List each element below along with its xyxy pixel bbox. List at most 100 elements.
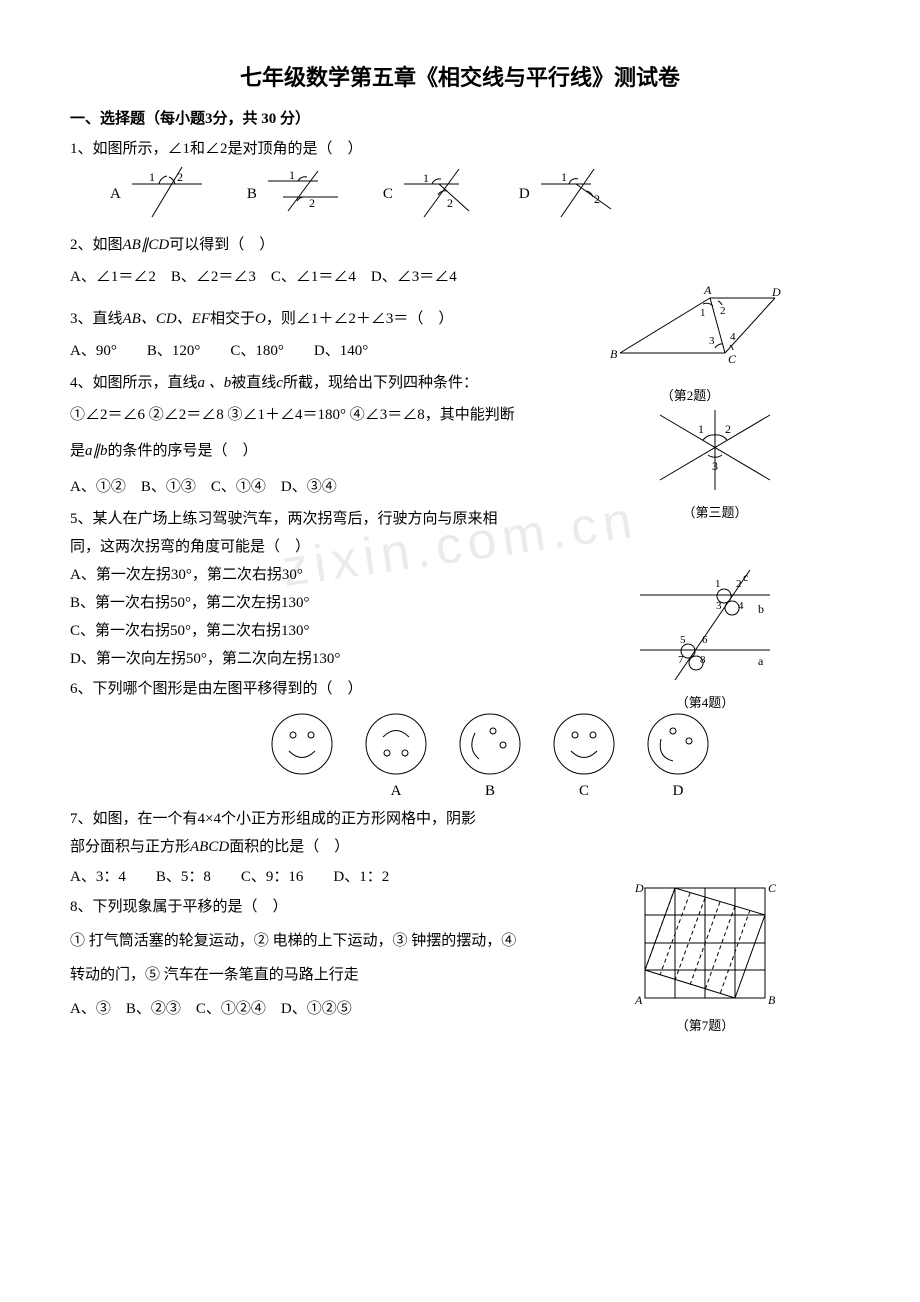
q3-prefix: 3、直线 (70, 311, 123, 327)
q2-opts: A、∠1＝∠2 B、∠2＝∠3 C、∠1＝∠4 D、∠3＝∠4 (70, 265, 600, 289)
q3-mid: 相交于 (210, 311, 255, 327)
q6-figures: A B C D (130, 709, 850, 803)
q3-opt-d: D、140° (314, 343, 368, 359)
q4-line2b: 是a∥b的条件的序号是（ ） (70, 439, 850, 463)
q1-opt-d: D 1 2 (519, 169, 616, 219)
q1-fig-d: 1 2 (536, 169, 616, 219)
q1-d-label: D (519, 182, 530, 206)
svg-text:2: 2 (309, 196, 315, 210)
svg-text:2: 2 (447, 196, 453, 210)
svg-text:1: 1 (149, 170, 155, 184)
question-2: 2、如图AB∥CD可以得到（ ） (70, 233, 850, 257)
q3-opt-b: B、120° (147, 343, 201, 359)
q3-suffix: ，则∠1＋∠2＋∠3＝（ ） (266, 311, 454, 327)
q7-l2-suffix: 面积的比是（ ） (229, 839, 349, 855)
q8-opt-c: C、①②④ (196, 1001, 266, 1017)
q6-fig-d (643, 709, 713, 779)
svg-text:2: 2 (725, 422, 731, 436)
q2-opt-b: B、∠2＝∠3 (171, 269, 256, 285)
svg-text:D: D (771, 285, 781, 299)
q1-a-label: A (110, 182, 121, 206)
q4-opts: A、①② B、①③ C、①④ D、③④ (70, 475, 850, 499)
q3-figure: 1 2 3 （第三题） (650, 405, 780, 524)
q3-opt-c: C、180° (230, 343, 284, 359)
q1-fig-c: 1 2 (399, 169, 479, 219)
q4-suffix: 所截，现给出下列四种条件： (283, 375, 478, 391)
q6-fig-c (549, 709, 619, 779)
q2-abcd: AB∥CD (123, 237, 170, 253)
q4-line2a: ①∠2＝∠6 ②∠2＝∠8 ③∠1＋∠4＝180° ④∠3＝∠8，其中能判断 (70, 403, 630, 427)
q8-opts: A、③ B、②③ C、①②④ D、①②⑤ (70, 997, 850, 1021)
svg-text:A: A (703, 283, 712, 297)
q1-options: A 1 2 B 1 2 C (110, 169, 850, 219)
q7-opt-b: B、5：8 (156, 869, 211, 885)
q6-b-label: B (485, 779, 495, 803)
q6-c-label: C (579, 779, 589, 803)
q1-b-label: B (247, 182, 257, 206)
q2-opt-d: D、∠3＝∠4 (371, 269, 457, 285)
q8-l3: 转动的门，⑤ 汽车在一条笔直的马路上行走 (70, 963, 850, 987)
q6-fig-b (455, 709, 525, 779)
svg-text:1: 1 (698, 422, 704, 436)
q1-opt-c: C 1 2 (383, 169, 479, 219)
question-6: 6、下列哪个图形是由左图平移得到的（ ） (70, 677, 850, 701)
q5-opt-a: A、第一次左拐30°，第二次右拐30° (70, 563, 850, 587)
q1-opt-b: B 1 2 (247, 169, 343, 219)
q3-lines: AB、CD、EF (123, 311, 211, 327)
question-7-l2: 部分面积与正方形ABCD面积的比是（ ） (70, 835, 850, 859)
q1-text: 1、如图所示，∠1和∠2是对顶角的是（ ） (70, 141, 363, 157)
question-7-l1: 7、如图，在一个有4×4个小正方形组成的正方形网格中，阴影 (70, 807, 590, 831)
q6-a-label: A (391, 779, 402, 803)
q4-prefix: 4、如图所示，直线 (70, 375, 198, 391)
q1-opt-a: A 1 2 (110, 169, 207, 219)
q3-opt-a: A、90° (70, 343, 117, 359)
q6-d-label: D (673, 779, 684, 803)
question-8: 8、下列现象属于平移的是（ ） (70, 895, 850, 919)
q4-l2b-prefix: 是 (70, 443, 85, 459)
q5-opt-d: D、第一次向左拐50°，第二次向左拐130° (70, 647, 850, 671)
q3-caption: （第三题） (650, 503, 780, 524)
q4-ab: a 、b (198, 375, 232, 391)
q4-mid: 被直线 (231, 375, 276, 391)
q1-fig-b: 1 2 (263, 169, 343, 219)
q7-opt-a: A、3：4 (70, 869, 126, 885)
page-title: 七年级数学第五章《相交线与平行线》测试卷 (70, 60, 850, 95)
q2-opt-c: C、∠1＝∠4 (271, 269, 356, 285)
svg-text:1: 1 (289, 168, 295, 182)
q8-opt-b: B、②③ (126, 1001, 181, 1017)
q7-opts: A、3：4 B、5：8 C、9：16 D、1：2 (70, 865, 850, 889)
question-1: 1、如图所示，∠1和∠2是对顶角的是（ ） (70, 137, 850, 161)
q4-opt-a: A、①② (70, 479, 126, 495)
q3-opts: A、90° B、120° C、180° D、140° (70, 339, 850, 363)
svg-text:2: 2 (594, 192, 600, 206)
q5-opt-c: C、第一次右拐50°，第二次右拐130° (70, 619, 850, 643)
q6-fig-orig (267, 709, 337, 779)
svg-text:2: 2 (177, 170, 183, 184)
svg-text:1: 1 (561, 170, 567, 184)
q4-l2b-suffix: 的条件的序号是（ ） (108, 443, 258, 459)
q7-abcd: ABCD (190, 839, 229, 855)
question-5-l2: 同，这两次拐弯的角度可能是（ ） (70, 535, 850, 559)
question-4: 4、如图所示，直线a 、b被直线c所截，现给出下列四种条件： (70, 371, 630, 395)
q4-opt-b: B、①③ (141, 479, 196, 495)
q1-fig-a: 1 2 (127, 169, 207, 219)
question-3: 3、直线AB、CD、EF相交于O，则∠1＋∠2＋∠3＝（ ） (70, 307, 850, 331)
section-head-1: 一、选择题（每小题3分，共 30 分） (70, 107, 850, 131)
q8-l2: ① 打气筒活塞的轮复运动，② 电梯的上下运动，③ 钟摆的摆动，④ (70, 929, 850, 953)
q2-opt-a: A、∠1＝∠2 (70, 269, 156, 285)
q2-suffix: 可以得到（ ） (169, 237, 274, 253)
q2-prefix: 2、如图 (70, 237, 123, 253)
svg-text:1: 1 (423, 171, 429, 185)
q7-opt-c: C、9：16 (241, 869, 304, 885)
q4-opt-d: D、③④ (281, 479, 337, 495)
q6-fig-a (361, 709, 431, 779)
q4-c: c (276, 375, 283, 391)
q4-l2b-ab: a∥b (85, 443, 108, 459)
q3-o: O (255, 311, 266, 327)
q7-opt-d: D、1：2 (333, 869, 389, 885)
q4-opt-c: C、①④ (211, 479, 266, 495)
q1-c-label: C (383, 182, 393, 206)
q8-opt-d: D、①②⑤ (281, 1001, 352, 1017)
question-5-l1: 5、某人在广场上练习驾驶汽车，两次拐弯后，行驶方向与原来相 (70, 507, 610, 531)
q7-l2-prefix: 部分面积与正方形 (70, 839, 190, 855)
